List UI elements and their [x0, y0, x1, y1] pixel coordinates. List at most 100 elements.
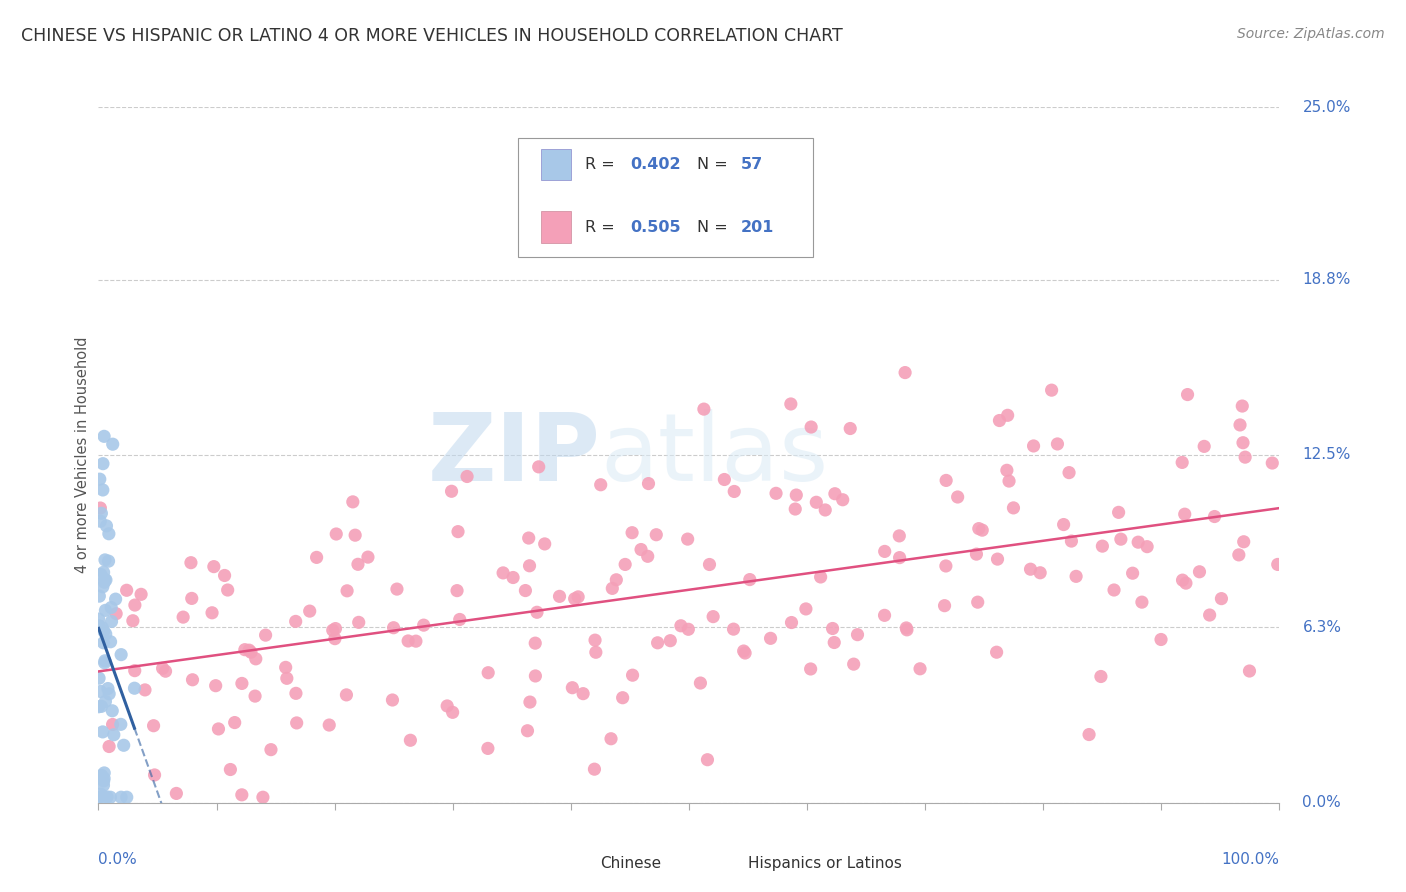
FancyBboxPatch shape [707, 848, 737, 880]
Point [100, 634, 122, 648]
Point [723, 622, 745, 636]
FancyBboxPatch shape [541, 211, 571, 243]
Point [87, 699, 110, 714]
Point [516, 723, 538, 738]
Point [723, 484, 745, 499]
Point [647, 636, 669, 650]
Point [93, 429, 115, 443]
Point [676, 532, 699, 546]
Point [335, 688, 357, 702]
Point [612, 690, 634, 705]
Point [502, 570, 524, 584]
Point [621, 525, 644, 540]
Text: 100.0%: 100.0% [1222, 852, 1279, 866]
Point [967, 522, 990, 536]
Point [104, 592, 127, 607]
Point [1040, 383, 1063, 397]
Point [90, 684, 112, 698]
Point [96, 789, 118, 804]
Point [693, 402, 716, 417]
Point [1204, 509, 1226, 524]
Point [94, 654, 117, 668]
Point [785, 502, 807, 516]
Text: 201: 201 [741, 219, 775, 235]
Point [1046, 437, 1069, 451]
Point [1122, 566, 1144, 581]
Point [436, 698, 458, 713]
Point [93, 772, 115, 786]
Point [155, 664, 177, 678]
Point [946, 490, 969, 504]
Point [115, 790, 138, 805]
Point [385, 582, 408, 596]
Point [517, 531, 540, 545]
Point [733, 644, 755, 658]
Point [702, 609, 724, 624]
Text: 12.5%: 12.5% [1302, 448, 1351, 462]
FancyBboxPatch shape [517, 138, 813, 257]
Point [90, 787, 112, 801]
Point [134, 682, 156, 697]
Point [889, 550, 911, 565]
Point [217, 582, 239, 597]
Point [142, 719, 165, 733]
Point [1060, 534, 1083, 549]
Point [93, 656, 115, 670]
Point [806, 495, 828, 509]
Point [600, 731, 623, 746]
Point [181, 673, 204, 687]
Point [97, 554, 120, 568]
Point [93, 566, 115, 580]
Point [152, 661, 174, 675]
Point [381, 693, 404, 707]
Point [347, 558, 370, 572]
FancyBboxPatch shape [541, 149, 571, 180]
Point [823, 635, 845, 649]
Point [519, 695, 541, 709]
Point [699, 558, 721, 572]
Point [842, 657, 865, 672]
Point [759, 632, 782, 646]
Point [112, 739, 135, 753]
Point [94, 694, 117, 708]
Point [1109, 532, 1132, 546]
Point [988, 413, 1011, 427]
Point [87, 671, 110, 685]
Point [572, 687, 595, 701]
Text: ZIP: ZIP [427, 409, 600, 501]
Point [1150, 632, 1173, 647]
Text: N =: N = [697, 219, 733, 235]
Point [124, 664, 146, 678]
Point [889, 529, 911, 543]
Point [1174, 576, 1197, 591]
Point [93, 624, 115, 639]
Point [284, 615, 307, 629]
Text: 0.0%: 0.0% [1302, 796, 1341, 810]
Point [89, 514, 111, 528]
Point [1177, 387, 1199, 401]
Point [121, 614, 143, 628]
Point [124, 681, 146, 696]
Point [100, 615, 122, 629]
Text: atlas: atlas [600, 409, 828, 501]
Point [90, 567, 112, 582]
Point [90, 699, 112, 714]
Point [98, 687, 121, 701]
Point [323, 632, 346, 646]
Point [1174, 507, 1197, 521]
Point [98, 739, 121, 754]
Point [412, 618, 434, 632]
Text: R =: R = [585, 219, 620, 235]
Point [399, 733, 422, 747]
Point [995, 463, 1018, 477]
Point [645, 527, 668, 541]
Point [1234, 450, 1257, 465]
Point [896, 623, 918, 637]
Point [90, 506, 112, 520]
Point [285, 715, 308, 730]
Point [260, 742, 283, 756]
Point [894, 366, 917, 380]
Point [100, 790, 122, 805]
Text: Chinese: Chinese [600, 856, 661, 871]
Point [91, 483, 114, 497]
